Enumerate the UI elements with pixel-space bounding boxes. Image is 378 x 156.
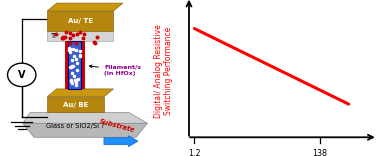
Polygon shape bbox=[23, 112, 147, 123]
Text: Glass or SiO2/Si ?: Glass or SiO2/Si ? bbox=[46, 123, 105, 129]
FancyArrow shape bbox=[104, 136, 138, 147]
Text: Au/ BE: Au/ BE bbox=[63, 102, 88, 107]
Polygon shape bbox=[47, 11, 113, 31]
Text: 138: 138 bbox=[312, 149, 327, 156]
Text: Filament/s
(in HfOx): Filament/s (in HfOx) bbox=[90, 65, 141, 76]
FancyBboxPatch shape bbox=[68, 41, 81, 89]
Text: V: V bbox=[18, 70, 25, 80]
Polygon shape bbox=[47, 3, 123, 11]
FancyBboxPatch shape bbox=[47, 31, 113, 41]
Text: Au/ TE: Au/ TE bbox=[68, 18, 93, 24]
FancyBboxPatch shape bbox=[65, 41, 68, 89]
Text: Digital/ Analog Resistive
Switching Performance: Digital/ Analog Resistive Switching Perf… bbox=[154, 24, 173, 118]
Text: Ti: Ti bbox=[51, 33, 57, 39]
Polygon shape bbox=[47, 97, 104, 112]
Text: 1.2: 1.2 bbox=[188, 149, 201, 156]
Circle shape bbox=[8, 63, 36, 87]
Polygon shape bbox=[23, 123, 147, 137]
FancyBboxPatch shape bbox=[81, 41, 85, 89]
Polygon shape bbox=[47, 89, 113, 97]
Text: Substrate: Substrate bbox=[99, 118, 136, 133]
